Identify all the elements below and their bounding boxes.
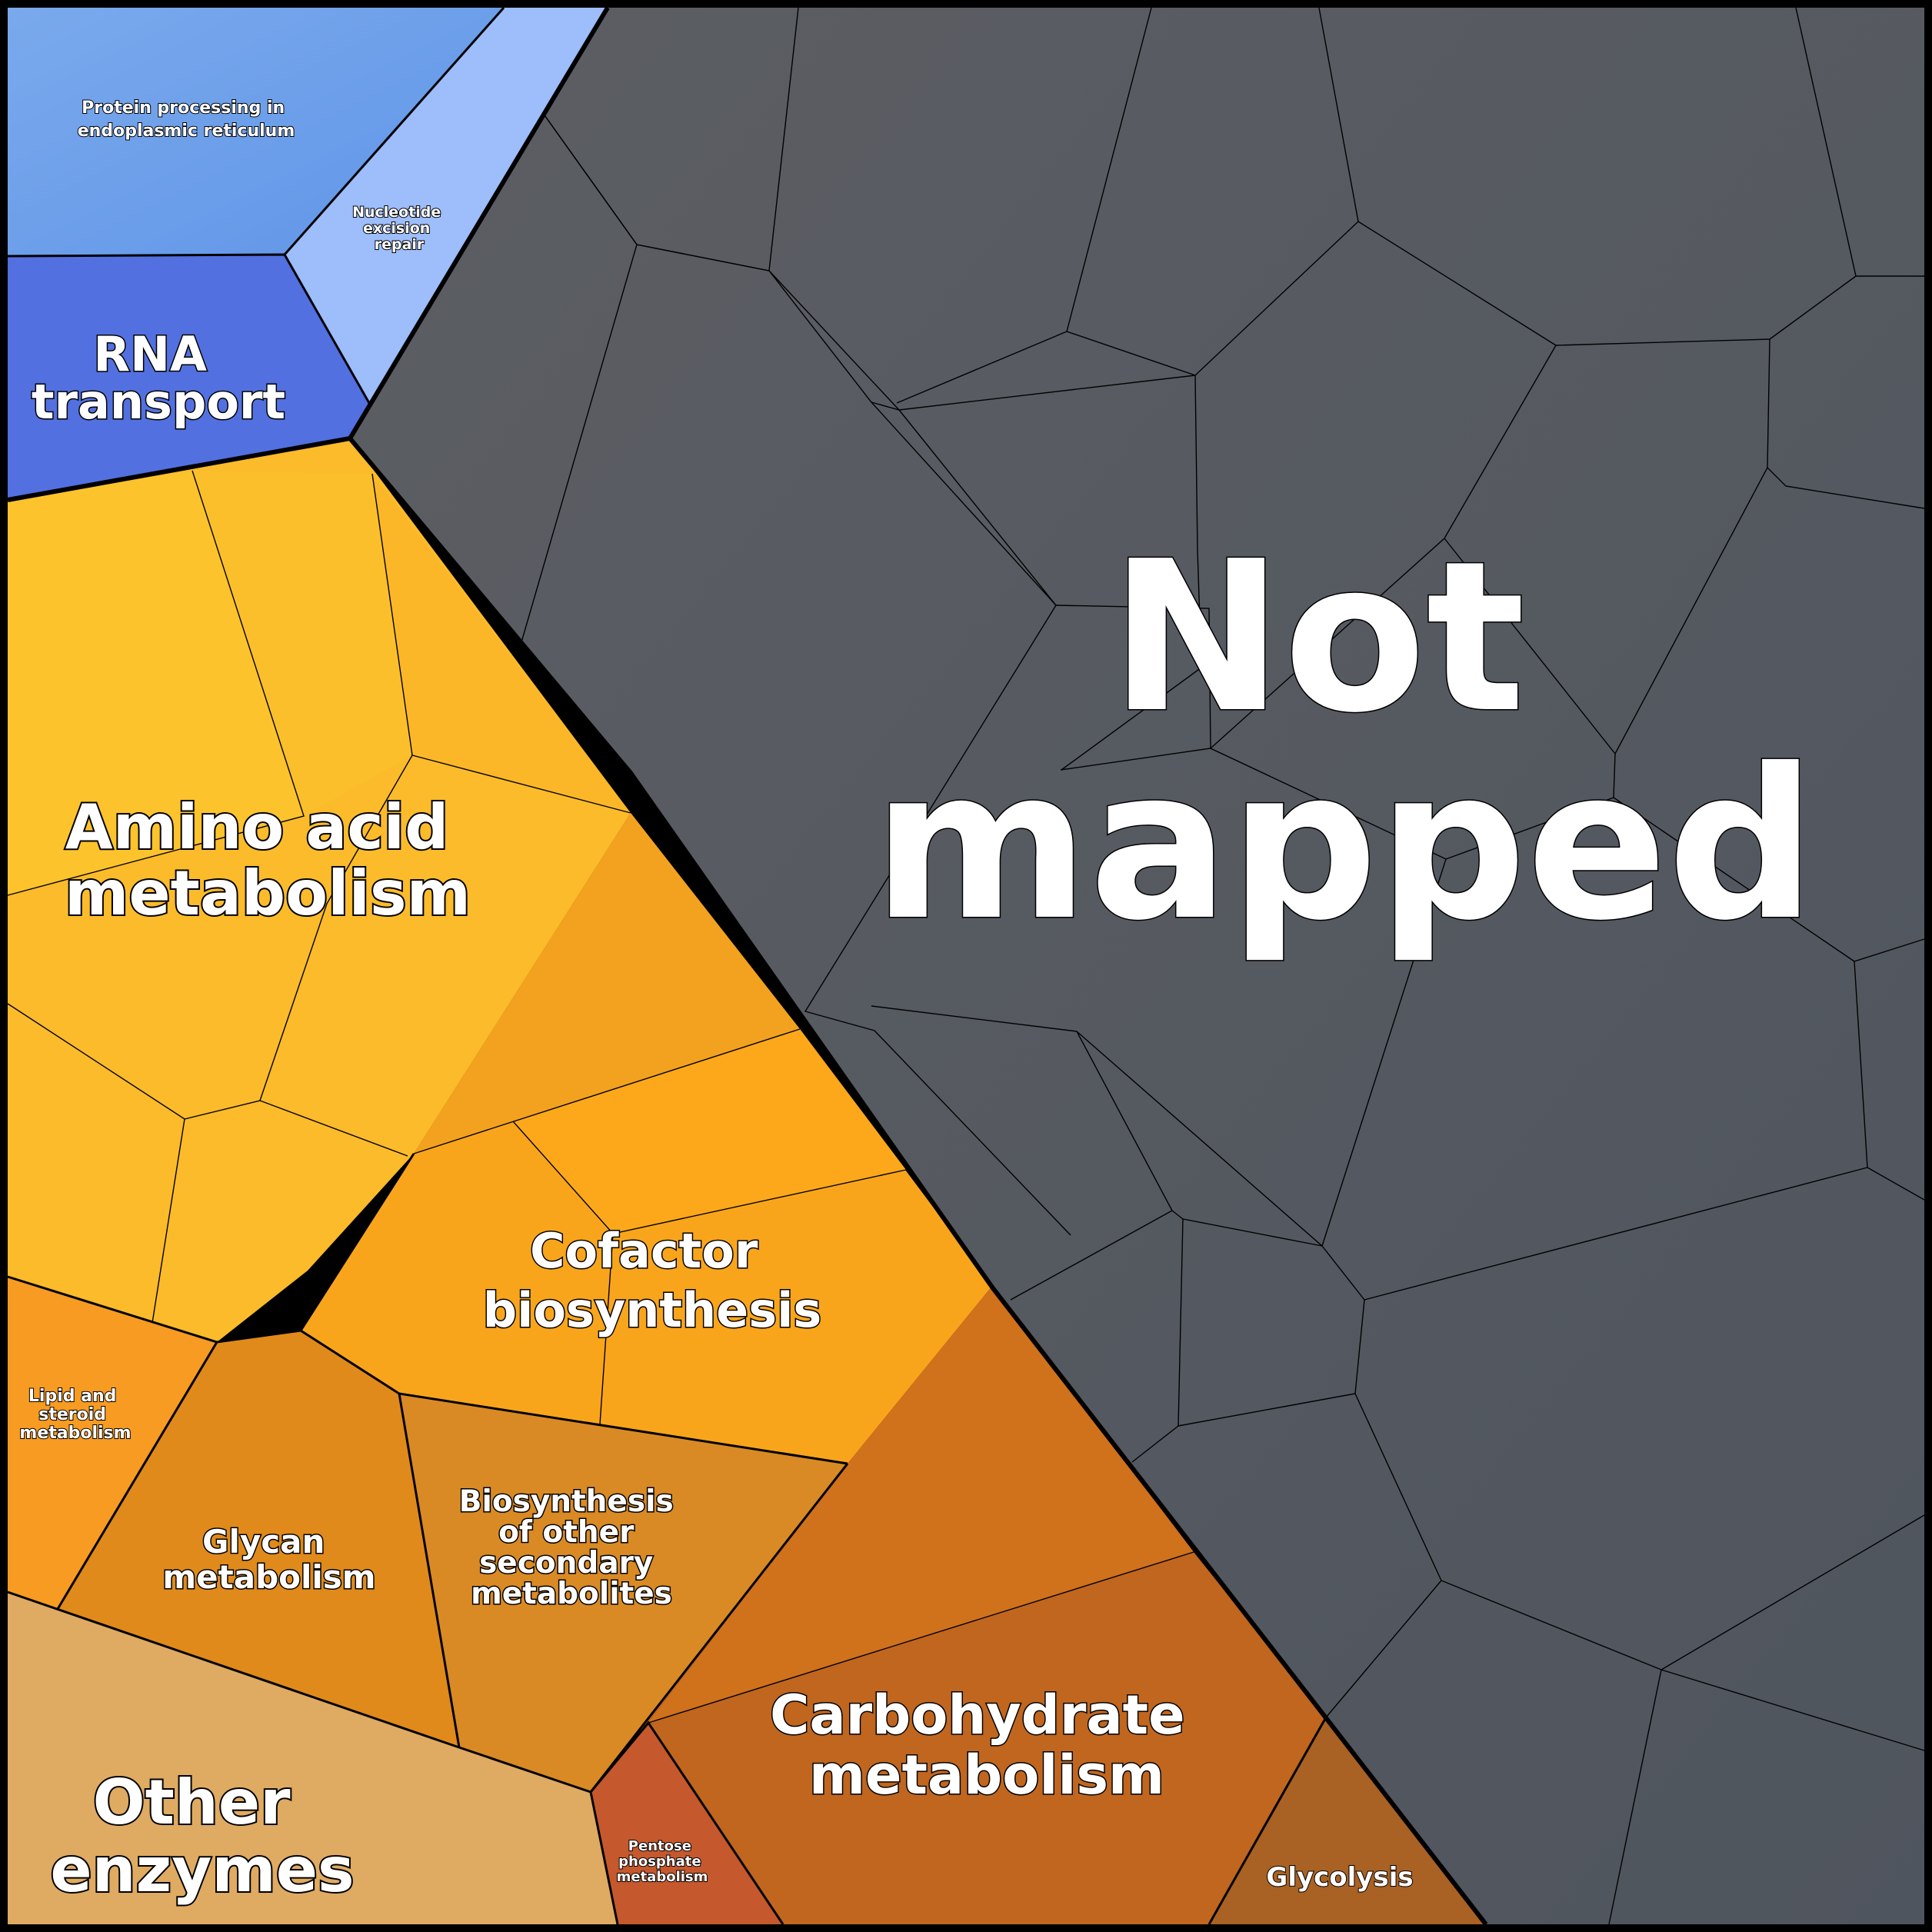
label-protein-processing: Protein processing in endoplasmic reticu… xyxy=(78,98,295,141)
major-borders xyxy=(7,6,1488,1926)
amino-acid-cell-3 xyxy=(372,474,631,813)
cofactor-cell-2 xyxy=(513,1029,906,1234)
carbohydrate-cell-borders xyxy=(648,1551,1194,1724)
not-mapped-area xyxy=(351,8,1924,1924)
cofactor-cell-borders xyxy=(413,1028,907,1425)
label-nucleotide-excision-repair: Nucleotide excision repair xyxy=(352,204,446,253)
label-cofactor-biosynthesis: Cofactor biosynthesis xyxy=(483,1223,822,1338)
label-glycan-metabolism: Glycan metabolism xyxy=(162,1523,375,1596)
label-biosynthesis-secondary-metabolites: Biosynthesis of other secondary metaboli… xyxy=(459,1484,685,1611)
label-lipid-steroid-metabolism: Lipid and steroid metabolism xyxy=(19,1387,131,1443)
region-biosynthesis-secondary-metabolites xyxy=(399,1394,848,1792)
blue-group-borders xyxy=(7,7,505,404)
region-carbohydrate-metabolism xyxy=(591,1286,1326,1924)
rna-transport-area xyxy=(8,255,369,500)
pentose-phosphate-metabolism-area xyxy=(591,1723,783,1924)
region-cofactor-biosynthesis xyxy=(301,813,992,1464)
region-rna-transport xyxy=(8,255,369,500)
label-amino-acid-metabolism: Amino acid metabolism xyxy=(65,791,471,929)
nucleotide-excision-repair-area xyxy=(285,8,608,403)
amino-acid-cell-borders xyxy=(7,470,631,1324)
lipid-steroid-metabolism-area xyxy=(8,1277,217,1609)
biosynthesis-secondary-metabolites-area xyxy=(399,1394,848,1792)
region-nucleotide-excision-repair xyxy=(285,8,608,403)
region-pentose-phosphate-metabolism xyxy=(591,1723,783,1924)
label-other-enzymes: Other enzymes xyxy=(50,1767,354,1906)
metabolism-group-borders xyxy=(7,1153,1327,1925)
label-pentose-phosphate-metabolism: Pentose phosphate metabolism xyxy=(617,1838,708,1885)
other-enzymes-area xyxy=(8,1592,618,1924)
amino-acid-cell-1 xyxy=(8,471,304,895)
region-glycolysis xyxy=(1209,1717,1486,1924)
region-amino-acid-metabolism xyxy=(7,438,631,1342)
amino-acid-cell-2 xyxy=(192,471,412,816)
label-carbohydrate-metabolism: Carbohydrate metabolism xyxy=(770,1684,1204,1807)
region-other-enzymes xyxy=(8,1592,618,1924)
label-not-mapped: Not mapped xyxy=(873,516,1816,966)
region-lipid-steroid-metabolism xyxy=(8,1277,217,1609)
label-glycolysis: Glycolysis xyxy=(1266,1862,1413,1893)
protein-processing-area xyxy=(8,8,504,256)
cofactor-cell-1 xyxy=(414,813,800,1154)
region-protein-processing xyxy=(8,8,504,256)
glycolysis-area xyxy=(1209,1717,1486,1924)
label-rna-transport: RNA transport xyxy=(32,326,285,430)
carbohydrate-cell-upper xyxy=(648,1286,1194,1723)
